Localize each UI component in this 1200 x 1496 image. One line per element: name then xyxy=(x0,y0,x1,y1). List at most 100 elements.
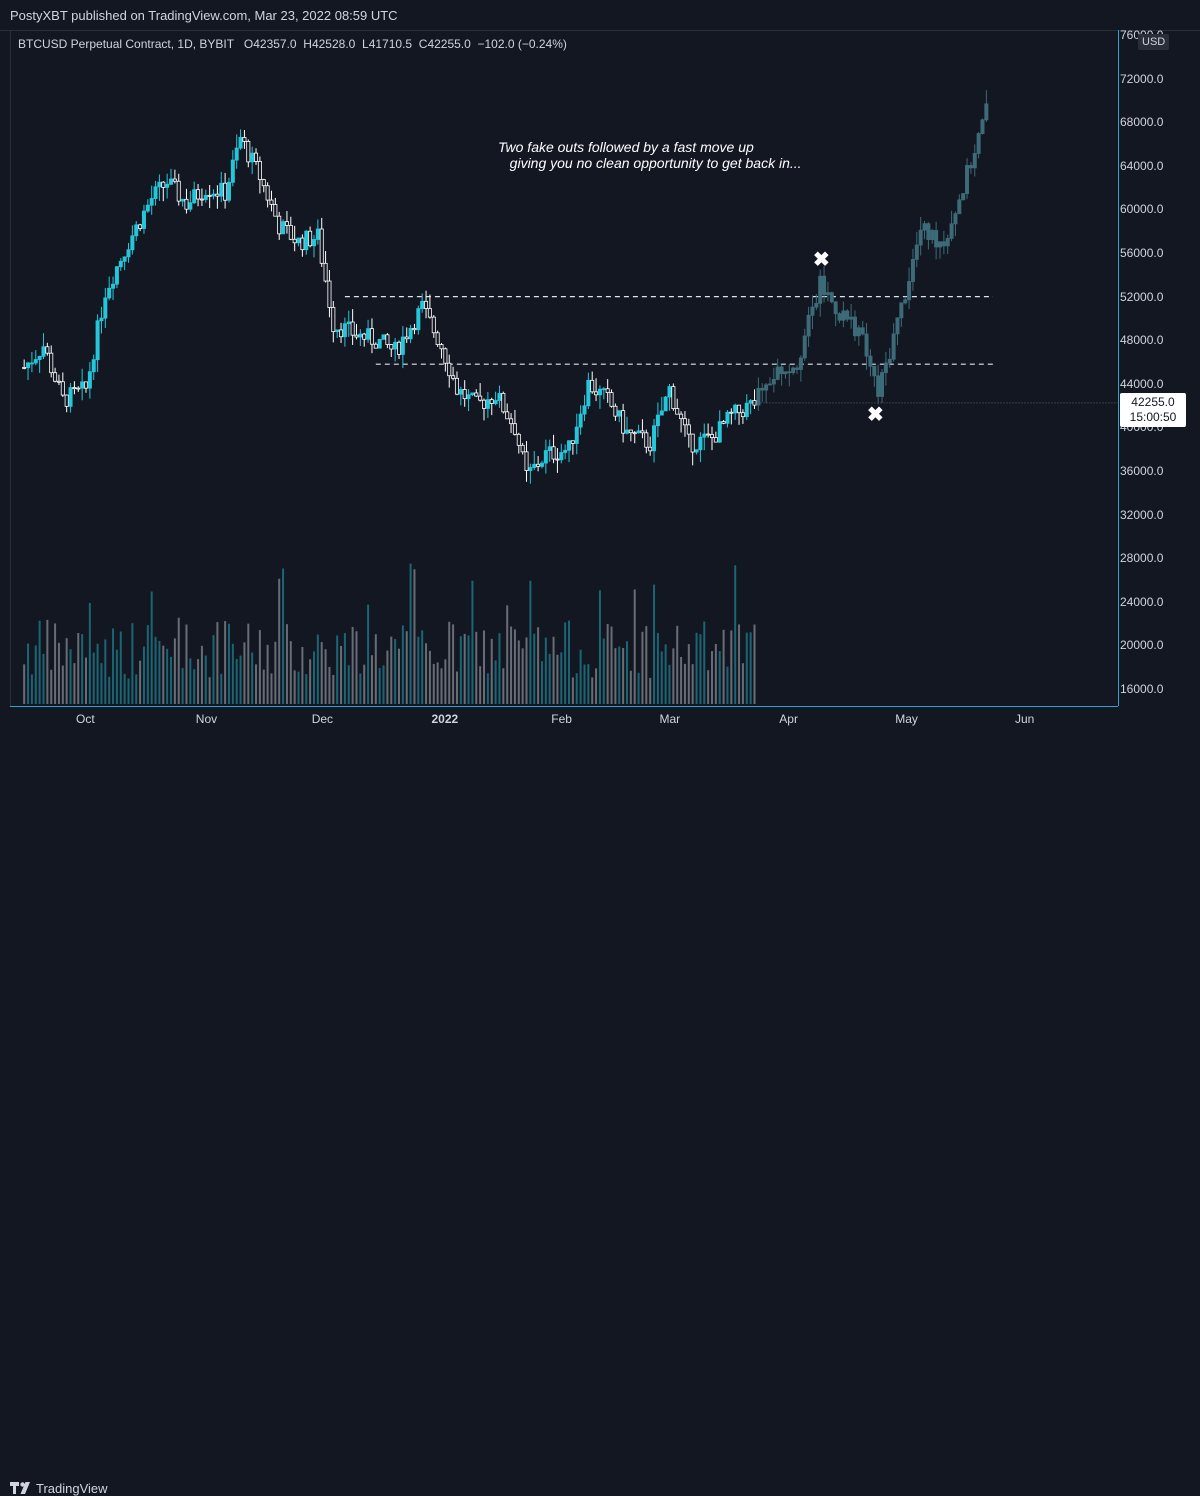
candle xyxy=(49,345,54,378)
price-tick-label: 68000.0 xyxy=(1120,115,1164,130)
candle-body xyxy=(80,381,85,389)
volume-bar xyxy=(370,655,373,704)
chart-pane[interactable] xyxy=(10,30,1119,706)
symbol-name[interactable]: BTCUSD Perpetual Contract, 1D, BYBIT xyxy=(18,37,234,51)
volume-bar xyxy=(741,663,744,704)
candle-body xyxy=(72,387,77,389)
candle-body xyxy=(400,336,405,355)
candle xyxy=(702,423,707,451)
candle xyxy=(319,217,324,267)
candle-body xyxy=(624,429,629,434)
candle-body xyxy=(489,399,494,404)
candle-body xyxy=(358,333,363,338)
candle-body xyxy=(284,221,289,226)
volume-bar xyxy=(598,590,601,704)
projection-candle xyxy=(864,323,869,370)
candle-body xyxy=(346,321,351,325)
candle-body xyxy=(76,387,81,390)
candle xyxy=(393,337,398,362)
candle-body xyxy=(640,430,645,434)
volume-bar xyxy=(510,626,513,704)
volume-bar xyxy=(108,676,111,704)
projection-candle xyxy=(899,302,904,327)
volume-bar xyxy=(664,644,667,704)
candle xyxy=(161,181,166,202)
price-tick-label: 64000.0 xyxy=(1120,158,1164,173)
volume-bar xyxy=(398,648,400,704)
time-tick-label: Apr xyxy=(779,712,798,726)
candle-body xyxy=(431,316,436,334)
candle-body xyxy=(377,338,382,349)
candle-body xyxy=(427,308,432,318)
candle xyxy=(679,411,684,433)
volume-bar xyxy=(714,644,717,704)
time-axis[interactable] xyxy=(10,706,1118,737)
projection-candle xyxy=(791,366,796,375)
candle xyxy=(103,287,108,329)
candle xyxy=(621,403,626,443)
volume-bar xyxy=(540,661,543,704)
candle-body xyxy=(632,432,637,435)
volume-bar xyxy=(606,624,609,704)
volume-bar xyxy=(297,671,300,704)
candle-body xyxy=(250,152,255,163)
candle xyxy=(308,226,313,248)
symbol-legend: BTCUSD Perpetual Contract, 1D, BYBIT O42… xyxy=(18,37,567,51)
candle-body xyxy=(903,299,908,304)
volume-bar xyxy=(336,635,339,704)
candle-body xyxy=(659,410,664,416)
projection-candle xyxy=(841,301,846,328)
price-tick-label: 52000.0 xyxy=(1120,289,1164,304)
candle xyxy=(431,315,436,338)
candle-body xyxy=(315,228,320,240)
volume-bar xyxy=(46,619,49,704)
candle xyxy=(354,323,359,340)
candle xyxy=(690,433,695,466)
candle-body xyxy=(802,335,807,359)
volume-bar xyxy=(382,665,385,704)
candle xyxy=(551,434,556,464)
volume-bar xyxy=(235,658,238,704)
volume-bar xyxy=(687,644,690,704)
candle-body xyxy=(474,392,479,397)
candle xyxy=(346,310,351,337)
candle-body xyxy=(586,379,591,407)
volume-bar xyxy=(703,621,706,704)
candle-body xyxy=(226,181,231,201)
candle-body xyxy=(965,165,970,195)
tradingview-brand[interactable]: TradingView xyxy=(36,1481,108,1496)
volume-bar xyxy=(127,678,130,704)
candle-body xyxy=(41,346,46,357)
projection-candle xyxy=(937,241,942,259)
volume-bar xyxy=(753,624,756,704)
candle-body xyxy=(122,256,127,262)
candle-body xyxy=(381,334,386,340)
volume-bar xyxy=(312,651,315,704)
candle-body xyxy=(261,179,266,187)
tradingview-logo-icon[interactable] xyxy=(10,1480,34,1496)
volume-bar xyxy=(483,630,486,704)
candle xyxy=(412,323,417,335)
candle-body xyxy=(308,230,313,247)
candle-body xyxy=(941,241,946,247)
candle-body xyxy=(485,399,490,409)
price-axis[interactable] xyxy=(1118,30,1200,706)
candle-body xyxy=(354,334,359,338)
volume-bar xyxy=(544,637,547,704)
volume-bar xyxy=(533,633,536,704)
candle-body xyxy=(551,446,556,460)
candle xyxy=(536,456,541,472)
candle-body xyxy=(169,178,174,185)
currency-label[interactable]: USD xyxy=(1138,34,1170,50)
close-label: C xyxy=(418,37,428,51)
volume-bar xyxy=(340,646,343,704)
candle xyxy=(567,440,572,463)
volume-bar xyxy=(332,674,335,704)
candlestick-chart[interactable] xyxy=(0,0,1200,771)
candle-body xyxy=(682,418,687,426)
candle-body xyxy=(134,224,139,237)
candle xyxy=(594,378,599,402)
volume-bar xyxy=(139,660,142,704)
volume-bar xyxy=(146,625,149,704)
candle-body xyxy=(269,199,274,205)
